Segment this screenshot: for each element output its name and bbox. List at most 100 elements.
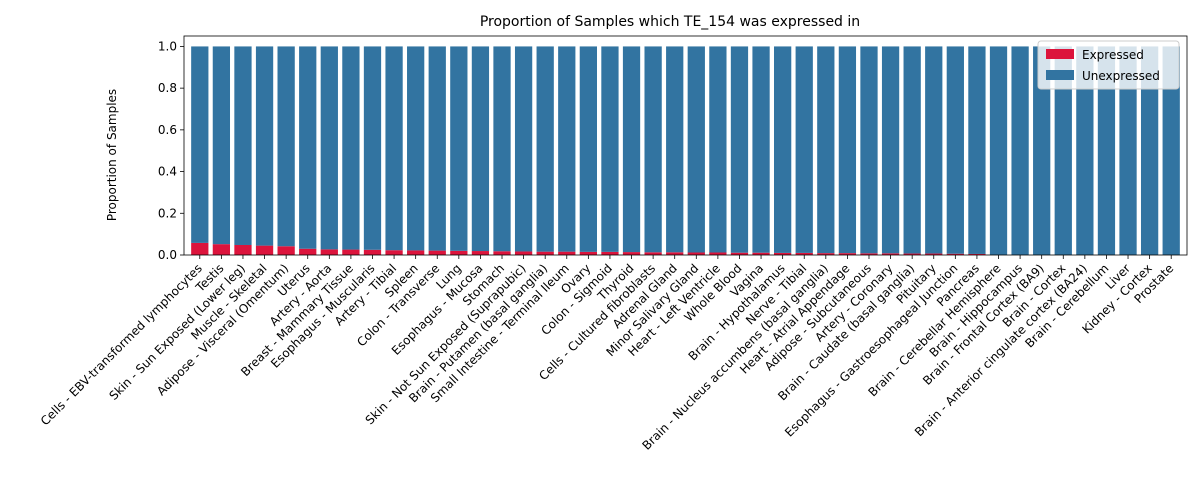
bar-expressed <box>774 252 792 255</box>
bar-expressed <box>342 249 360 255</box>
bar-expressed <box>363 249 382 255</box>
legend-label-expressed: Expressed <box>1082 48 1144 62</box>
bar-expressed <box>191 242 209 255</box>
bar-expressed <box>255 245 274 255</box>
bar-expressed <box>817 253 835 255</box>
bar-unexpressed <box>925 46 943 254</box>
y-axis-label: Proportion of Samples <box>105 89 119 221</box>
bar-expressed <box>752 252 770 255</box>
bar-unexpressed <box>493 46 511 252</box>
bar-unexpressed <box>817 46 835 254</box>
bar-unexpressed <box>277 46 295 247</box>
bar-expressed <box>428 250 446 255</box>
bar-unexpressed <box>946 46 964 254</box>
y-tick-label: 0.0 <box>158 248 177 262</box>
bar-unexpressed <box>1054 46 1072 255</box>
bars-group <box>191 46 1180 255</box>
x-ticks-group: Cells - EBV-transformed lymphocytesTesti… <box>38 255 1176 453</box>
bar-expressed <box>385 250 403 255</box>
bar-unexpressed <box>579 46 597 252</box>
legend-swatch-unexpressed <box>1046 70 1074 80</box>
y-tick-label: 0.4 <box>158 165 177 179</box>
bar-expressed <box>838 253 857 255</box>
bar-unexpressed <box>903 46 921 254</box>
bar-unexpressed <box>385 46 403 251</box>
bar-unexpressed <box>860 46 878 254</box>
bar-unexpressed <box>191 46 209 243</box>
bar-expressed <box>514 251 533 255</box>
plot-frame <box>183 35 1188 256</box>
bar-unexpressed <box>1097 46 1116 255</box>
bar-expressed <box>579 251 597 255</box>
bar-expressed <box>709 252 727 255</box>
bar-expressed <box>601 251 619 255</box>
bar-unexpressed <box>1033 46 1051 255</box>
bar-expressed <box>299 248 317 255</box>
axes-group <box>183 35 1188 256</box>
bar-unexpressed <box>255 46 274 246</box>
bar-unexpressed <box>1011 46 1029 255</box>
bar-unexpressed <box>644 46 662 253</box>
bar-expressed <box>450 250 468 255</box>
bar-unexpressed <box>1119 46 1137 255</box>
bar-unexpressed <box>514 46 533 252</box>
bar-expressed <box>320 249 338 255</box>
bar-expressed <box>881 253 900 255</box>
bar-expressed <box>666 252 684 255</box>
bar-unexpressed <box>601 46 619 252</box>
y-tick-label: 0.8 <box>158 81 177 95</box>
bar-expressed <box>622 252 641 255</box>
bar-expressed <box>730 252 749 255</box>
legend-label-unexpressed: Unexpressed <box>1082 69 1160 83</box>
bar-unexpressed <box>471 46 490 252</box>
bar-expressed <box>407 250 425 255</box>
bar-unexpressed <box>558 46 576 252</box>
bar-unexpressed <box>709 46 727 253</box>
bar-expressed <box>558 251 576 255</box>
bar-expressed <box>795 252 813 255</box>
bar-unexpressed <box>687 46 705 253</box>
bar-expressed <box>277 246 295 255</box>
bar-unexpressed <box>1162 46 1180 255</box>
y-tick-label: 1.0 <box>158 39 177 53</box>
bar-unexpressed <box>1076 46 1094 255</box>
bar-unexpressed <box>838 46 857 254</box>
bar-unexpressed <box>622 46 641 253</box>
bar-unexpressed <box>1140 46 1159 255</box>
y-tick-label: 0.6 <box>158 123 177 137</box>
bar-expressed <box>493 251 511 255</box>
bar-expressed <box>903 253 921 255</box>
bar-unexpressed <box>407 46 425 251</box>
bar-expressed <box>687 252 705 255</box>
bar-expressed <box>471 251 490 255</box>
bar-unexpressed <box>730 46 749 253</box>
bar-unexpressed <box>212 46 231 245</box>
bar-unexpressed <box>536 46 554 252</box>
bar-expressed <box>212 244 231 255</box>
bar-unexpressed <box>774 46 792 253</box>
bar-expressed <box>234 244 252 255</box>
bar-expressed <box>946 253 964 255</box>
bar-expressed <box>968 253 986 255</box>
bar-unexpressed <box>320 46 338 250</box>
bar-unexpressed <box>428 46 446 251</box>
legend: Expressed Unexpressed <box>1037 40 1180 90</box>
bar-expressed <box>860 253 878 255</box>
y-ticks-group: 0.0 0.2 0.4 0.6 0.8 1.0 <box>158 39 184 262</box>
bar-unexpressed <box>795 46 813 253</box>
bar-unexpressed <box>881 46 900 254</box>
bar-unexpressed <box>989 46 1008 255</box>
legend-swatch-expressed <box>1046 49 1074 59</box>
bar-unexpressed <box>299 46 317 249</box>
bar-unexpressed <box>752 46 770 253</box>
x-tick-label: Cells - EBV-transformed lymphocytes <box>38 261 205 428</box>
y-tick-label: 0.2 <box>158 206 177 220</box>
bar-expressed <box>644 252 662 255</box>
bar-unexpressed <box>234 46 252 245</box>
bar-expressed <box>925 253 943 255</box>
bar-unexpressed <box>450 46 468 251</box>
chart-title: Proportion of Samples which TE_154 was e… <box>480 14 860 30</box>
bar-expressed <box>536 251 554 255</box>
